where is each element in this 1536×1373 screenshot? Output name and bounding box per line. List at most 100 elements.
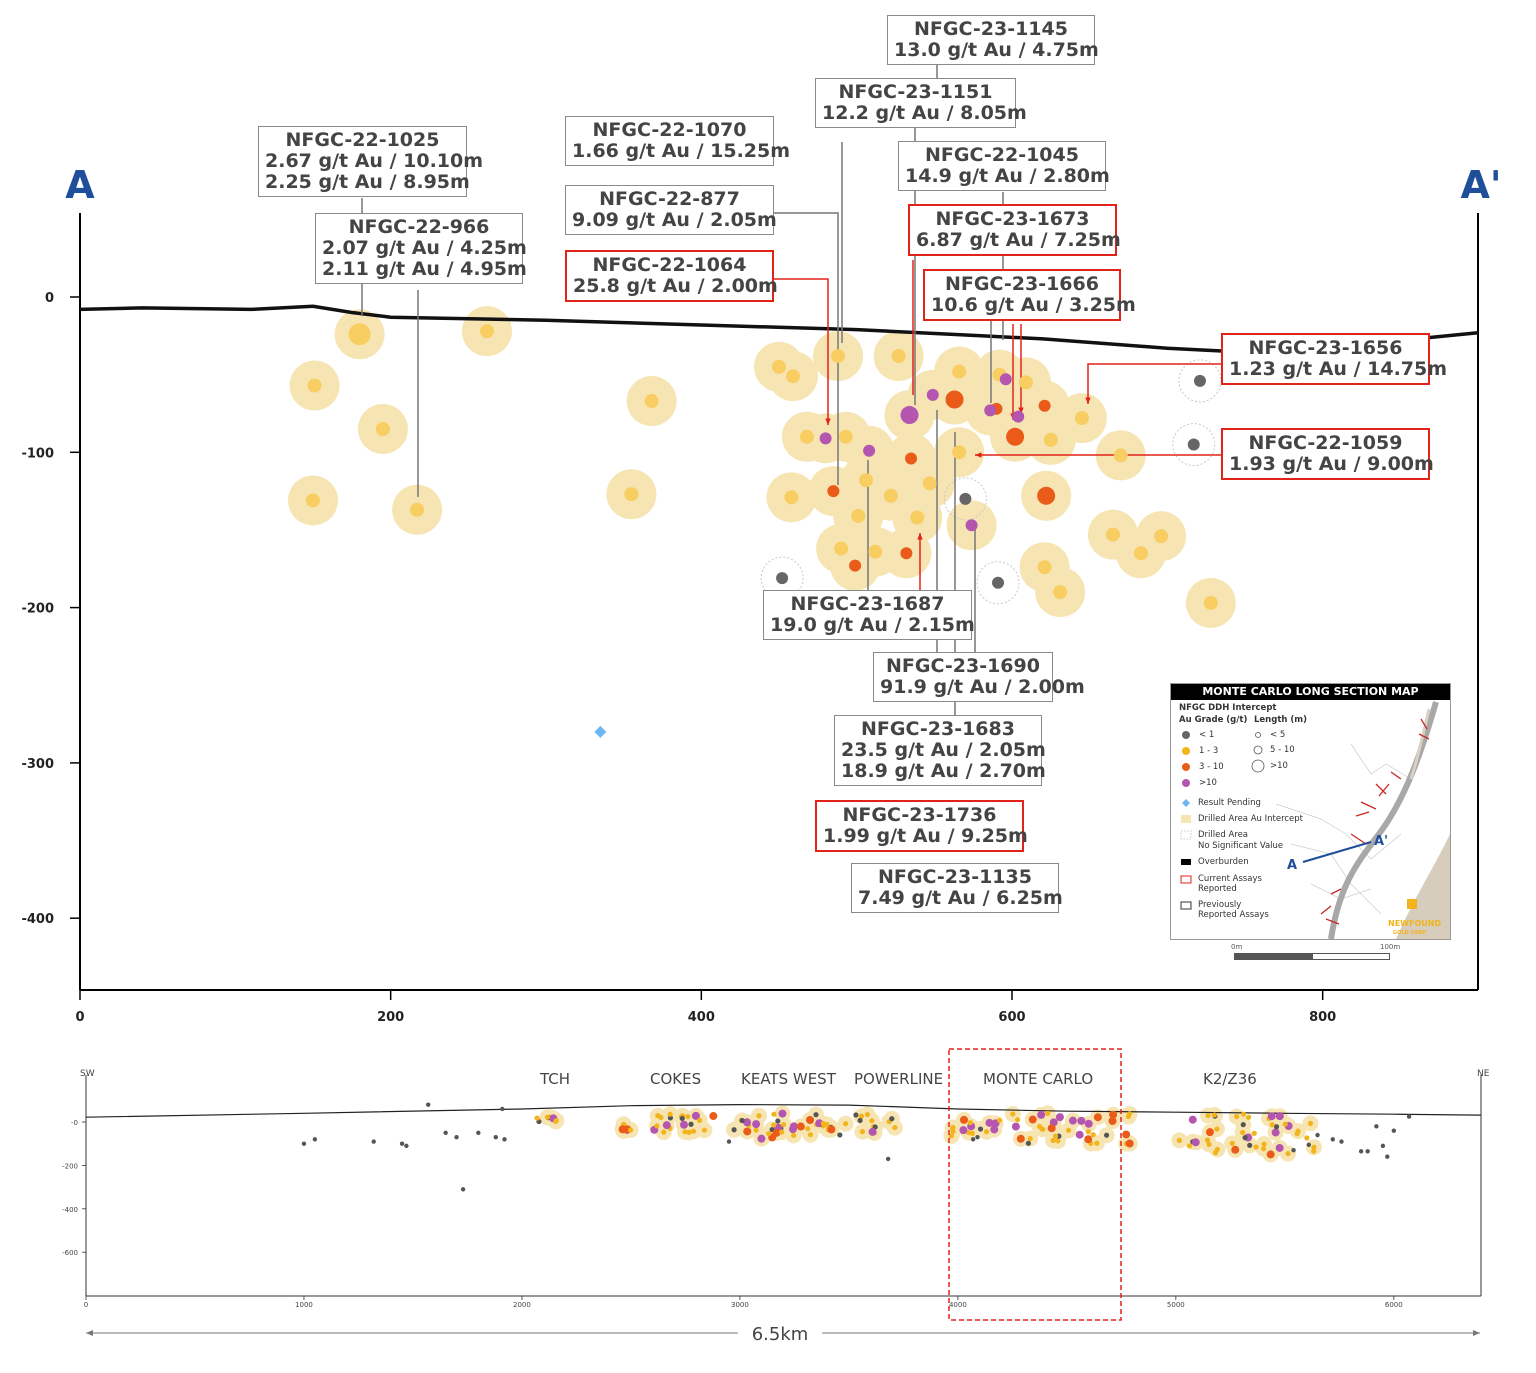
intercept-point — [984, 404, 997, 417]
intercept-point — [952, 445, 967, 460]
intercept-point — [1043, 432, 1058, 447]
intercept-point — [883, 488, 898, 503]
callout-id: NFGC-23-1673 — [935, 208, 1090, 230]
legend-grade-header: Au Grade (g/t) — [1179, 715, 1248, 725]
legend-graphics: A A' NEWFOUND GOLD CORP — [1180, 701, 1450, 939]
zone-label-keats-west: KEATS WEST — [741, 1070, 836, 1088]
callout-id: NFGC-23-1687 — [790, 593, 945, 615]
callout-nfgc-22-877: NFGC-22-877 9.09 g/t Au / 2.05m — [565, 185, 777, 235]
regional-point — [1231, 1145, 1240, 1154]
regional-point — [1304, 1135, 1310, 1141]
regional-point — [859, 1129, 865, 1135]
regional-point — [771, 1111, 777, 1117]
intercept-point — [1018, 375, 1033, 390]
regional-point — [779, 1129, 785, 1135]
intercept-point — [922, 476, 937, 491]
regional-point — [1240, 1129, 1246, 1136]
scale-arrow-right — [1473, 1330, 1480, 1336]
regional-point — [1214, 1126, 1220, 1132]
x-tick-label: 600 — [998, 1010, 1025, 1025]
legend-current-swatch — [1180, 875, 1192, 884]
regional-point — [753, 1127, 759, 1133]
scale-label: 6.5km — [752, 1324, 809, 1345]
regional-point — [1211, 1112, 1217, 1118]
intercept-point — [1038, 399, 1051, 412]
callout-result: 2.11 g/t Au / 4.95m — [322, 258, 527, 280]
regional-point — [493, 1134, 498, 1140]
legend-length-swatch-lt5 — [1255, 732, 1261, 738]
regional-point — [977, 1126, 984, 1132]
callout-id: NFGC-23-1736 — [842, 804, 997, 826]
callout-nfgc-22-1059: NFGC-22-1059 1.93 g/t Au / 9.00m — [1221, 428, 1434, 480]
intercept-point — [1037, 560, 1052, 575]
regional-point — [869, 1118, 875, 1124]
legend-grade-swatch-1-3 — [1182, 747, 1190, 755]
legend-length-header: Length (m) — [1254, 715, 1308, 725]
regional-point — [805, 1126, 811, 1132]
callout-result: 23.5 g/t Au / 2.05m — [841, 739, 1046, 761]
regional-points — [301, 1102, 1412, 1192]
callout-nfgc-22-1070: NFGC-22-1070 1.66 g/t Au / 15.25m — [565, 116, 790, 166]
x-tick-label: 400 — [688, 1010, 715, 1025]
regional-point — [788, 1125, 797, 1134]
callout-nfgc-23-1736: NFGC-23-1736 1.99 g/t Au / 9.25m — [815, 800, 1028, 852]
regional-point — [1084, 1135, 1093, 1144]
regional-point — [1391, 1128, 1397, 1133]
regional-point — [691, 1111, 700, 1120]
regional-x-tick-label: 2000 — [513, 1301, 531, 1309]
regional-point — [806, 1116, 815, 1125]
inset-map-trail — [1290, 843, 1382, 915]
callout-id: NFGC-23-1135 — [878, 866, 1032, 888]
intercept-point — [926, 388, 939, 401]
intercept-point — [410, 502, 425, 517]
callout-result: 19.0 g/t Au / 2.15m — [770, 614, 975, 636]
regional-point — [662, 1121, 671, 1130]
intercept-point — [900, 547, 913, 560]
regional-point — [1306, 1142, 1312, 1147]
regional-point — [1191, 1138, 1200, 1147]
inset-section-line — [1302, 840, 1372, 864]
intercept-point — [307, 378, 322, 393]
intercept-point — [799, 429, 814, 444]
regional-point — [948, 1133, 955, 1139]
regional-point — [1066, 1127, 1072, 1133]
intercept-point — [831, 349, 846, 364]
regional-point — [1339, 1139, 1344, 1144]
no-significant-value-halo — [1178, 359, 1222, 403]
legend-length-gt10: >10 — [1270, 761, 1288, 771]
regional-point — [500, 1106, 505, 1112]
intercept-point — [819, 432, 832, 445]
callout-id: NFGC-23-1145 — [914, 18, 1068, 40]
regional-point — [889, 1116, 895, 1122]
regional-point — [1294, 1131, 1300, 1137]
regional-point — [1037, 1110, 1046, 1119]
intercept-point — [952, 364, 967, 379]
callout-result: 2.25 g/t Au / 8.95m — [265, 171, 470, 193]
intercept-point — [784, 490, 799, 505]
legend-current-2: Reported — [1198, 884, 1237, 894]
legend-current-1: Current Assays — [1198, 874, 1262, 884]
callout-nfgc-23-1690: NFGC-23-1690 91.9 g/t Au / 2.00m — [873, 652, 1085, 702]
regional-point — [1028, 1115, 1037, 1124]
intercept-point — [900, 406, 919, 425]
regional-point — [399, 1141, 405, 1146]
regional-point — [618, 1125, 627, 1134]
callout-id: NFGC-22-966 — [348, 216, 490, 238]
inset-map-a2-label: A' — [1374, 834, 1388, 849]
callout-nfgc-23-1656: NFGC-23-1656 1.23 g/t Au / 14.75m — [1221, 333, 1447, 385]
legend-pending: Result Pending — [1198, 798, 1261, 808]
intercept-point — [858, 473, 873, 488]
regional-point — [1406, 1114, 1412, 1119]
legend-length-swatch-gt10 — [1251, 759, 1265, 773]
y-tick-label: -400 — [21, 912, 54, 927]
regional-point — [843, 1121, 849, 1127]
intercept-point — [624, 487, 639, 502]
regional-point — [743, 1118, 752, 1127]
no-significant-value-halo — [976, 561, 1020, 605]
intercept-point — [905, 452, 918, 465]
regional-point — [959, 1115, 968, 1124]
regional-point — [709, 1112, 718, 1121]
legend-title: MONTE CARLO LONG SECTION MAP — [1171, 684, 1450, 700]
intercept-points — [306, 323, 1218, 738]
zone-label-cokes: COKES — [650, 1070, 702, 1088]
